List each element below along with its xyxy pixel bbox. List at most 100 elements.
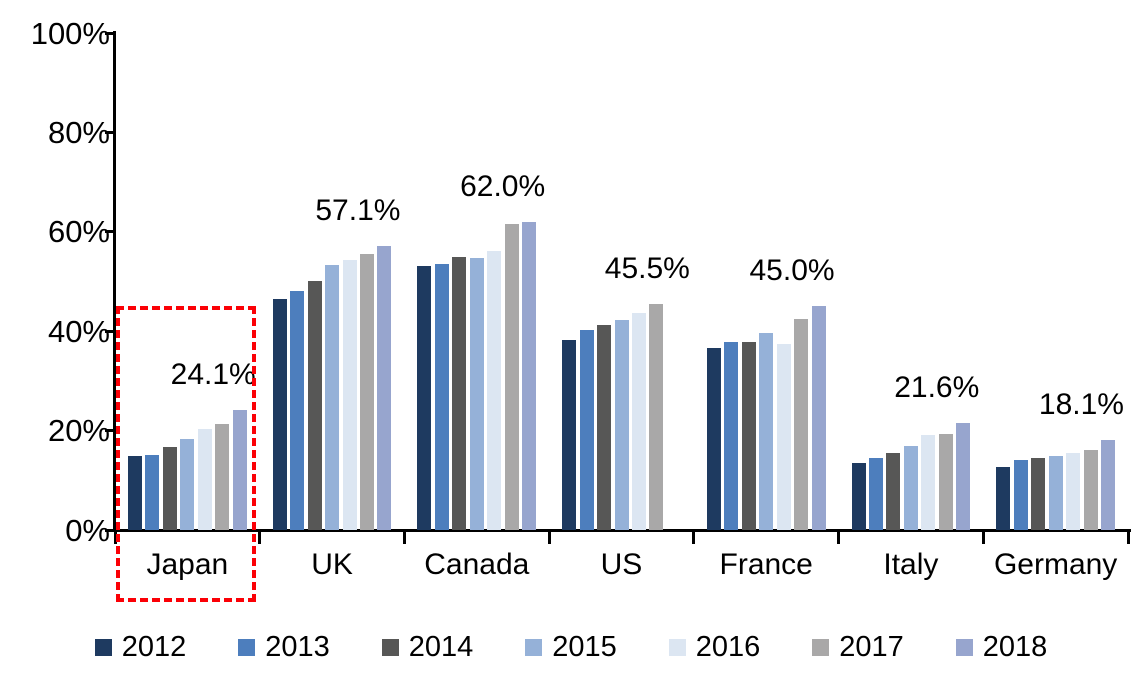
legend-item-2017: 2017 (812, 633, 904, 662)
data-label-germany: 18.1% (1038, 388, 1124, 422)
bar-us-2012 (562, 339, 577, 530)
y-tick-label-100: 100% (30, 15, 110, 51)
data-label-uk: 57.1% (315, 194, 401, 228)
bar-italy-2018 (956, 422, 971, 530)
bar-germany-2018 (1100, 440, 1115, 530)
x-tick-5 (837, 532, 841, 544)
category-label-uk: UK (311, 548, 353, 581)
bar-germany-2017 (1083, 449, 1098, 530)
bar-canada-2016 (487, 250, 502, 530)
legend-label-2013: 2013 (265, 631, 330, 663)
bar-canada-2015 (469, 258, 484, 530)
legend-item-2012: 2012 (94, 631, 187, 663)
data-label-france: 45.0% (749, 254, 835, 288)
y-tick-label-0: 0% (65, 512, 110, 548)
bar-japan-2018 (232, 410, 247, 530)
y-tick-label-60: 60% (47, 214, 110, 250)
bar-canada-2014 (452, 256, 467, 530)
x-tick-2 (402, 532, 406, 544)
bar-germany-2012 (996, 466, 1011, 530)
x-axis (113, 529, 1131, 532)
bar-france-2012 (706, 347, 721, 530)
legend-swatch-2017 (812, 639, 830, 656)
legend-item-2018: 2018 (955, 631, 1048, 663)
legend-label-2018: 2018 (982, 631, 1048, 663)
y-tick-label-40: 40% (47, 313, 110, 349)
bar-us-2016 (631, 312, 646, 530)
bar-france-2014 (741, 342, 756, 530)
x-tick-6 (981, 532, 985, 544)
bar-japan-2016 (197, 429, 212, 530)
legend-swatch-2012 (94, 639, 112, 656)
bar-italy-2017 (938, 433, 953, 530)
legend-item-2013: 2013 (238, 633, 330, 662)
category-label-canada: Canada (424, 548, 530, 581)
y-tick-80 (105, 130, 114, 134)
bar-italy-2012 (851, 463, 866, 530)
category-label-us: US (600, 548, 643, 581)
x-tick-4 (692, 532, 696, 544)
y-tick-label-80: 80% (47, 114, 110, 150)
y-tick-100 (105, 31, 114, 35)
x-tick-0 (113, 532, 117, 544)
bar-us-2013 (579, 329, 594, 530)
bar-japan-2014 (162, 446, 177, 530)
bar-japan-2015 (180, 438, 195, 530)
y-tick-0 (105, 528, 114, 532)
category-label-germany: Germany (993, 548, 1118, 581)
bar-uk-2014 (307, 281, 322, 530)
y-tick-20 (105, 429, 114, 433)
bar-japan-2012 (128, 455, 142, 530)
bar-us-2014 (597, 325, 612, 530)
bar-uk-2016 (342, 259, 357, 530)
bar-france-2013 (724, 341, 739, 530)
legend-item-2014: 2014 (381, 631, 474, 663)
bar-uk-2012 (272, 299, 287, 530)
bar-france-2015 (759, 333, 774, 530)
bar-us-2015 (614, 319, 629, 530)
legend-swatch-2013 (238, 639, 256, 656)
bar-uk-2017 (359, 253, 374, 530)
bar-france-2017 (794, 318, 809, 530)
data-label-italy: 21.6% (894, 370, 980, 404)
legend-label-2016: 2016 (695, 631, 761, 663)
japan-highlight-box (116, 306, 256, 602)
bar-uk-2018 (377, 246, 392, 530)
y-axis (113, 31, 116, 532)
y-tick-40 (105, 329, 114, 333)
category-label-japan: Japan (146, 548, 229, 581)
bar-germany-2015 (1048, 455, 1063, 530)
legend-swatch-2016 (668, 639, 686, 656)
legend-label-2014: 2014 (408, 631, 474, 663)
bar-france-2016 (776, 343, 791, 530)
bar-germany-2014 (1031, 457, 1046, 530)
legend-label-2012: 2012 (121, 631, 187, 663)
data-label-us: 45.5% (604, 251, 690, 285)
legend-swatch-2015 (525, 639, 543, 656)
bar-italy-2015 (903, 445, 918, 530)
category-label-france: France (719, 548, 813, 581)
bar-france-2018 (811, 306, 826, 530)
bar-italy-2014 (886, 452, 901, 530)
legend-label-2015: 2015 (552, 631, 617, 663)
bar-japan-2013 (145, 454, 160, 530)
data-label-canada: 62.0% (460, 169, 546, 203)
legend-label-2017: 2017 (839, 631, 904, 663)
y-tick-60 (105, 230, 114, 234)
x-tick-1 (258, 532, 262, 544)
bar-canada-2012 (417, 266, 432, 530)
bar-us-2017 (649, 303, 664, 530)
bar-italy-2016 (921, 435, 936, 530)
bar-canada-2017 (504, 224, 519, 530)
bar-uk-2015 (325, 264, 340, 530)
bar-germany-2016 (1066, 452, 1081, 530)
bar-italy-2013 (869, 458, 884, 530)
bar-canada-2013 (434, 263, 449, 530)
legend-swatch-2018 (955, 639, 973, 656)
x-tick-3 (547, 532, 551, 544)
x-tick-7 (1126, 532, 1130, 544)
bar-uk-2013 (290, 291, 305, 530)
bar-germany-2013 (1013, 459, 1028, 530)
legend-item-2016: 2016 (668, 631, 761, 663)
